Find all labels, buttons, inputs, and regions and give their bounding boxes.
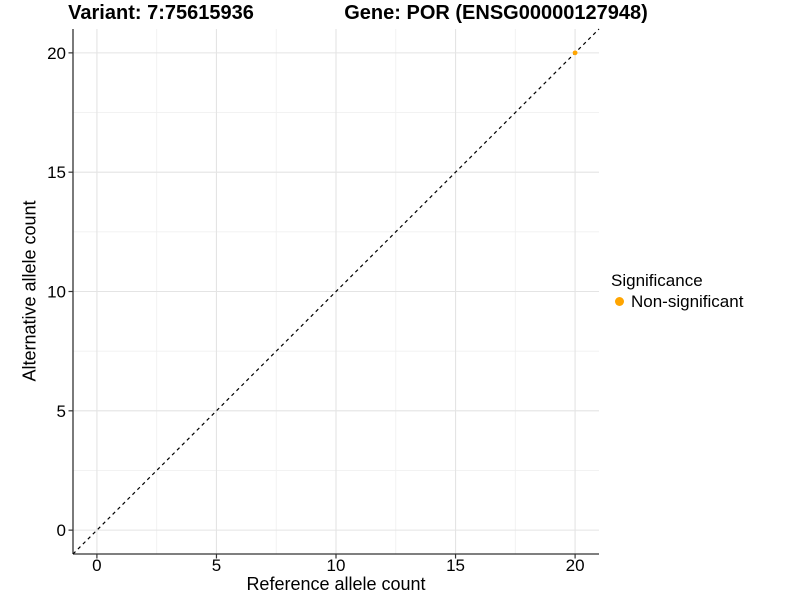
identity-dashed-line [72, 28, 600, 555]
x-tick-label: 0 [92, 556, 101, 575]
plot-title-variant: Variant: 7:75615936 [68, 2, 254, 24]
y-axis-title: Alternative allele count [19, 200, 40, 382]
x-tick-label: 20 [566, 556, 585, 575]
legend-item-label: Non-significant [631, 292, 744, 311]
y-tick-label: 10 [47, 283, 66, 302]
data-point [572, 50, 578, 56]
x-tick-label: 15 [446, 556, 465, 575]
legend-swatch-dot [615, 297, 624, 306]
legend: Significance Non-significant [611, 270, 743, 312]
x-tick-label: 5 [212, 556, 221, 575]
y-tick-label: 20 [47, 44, 66, 63]
y-tick-label: 0 [57, 521, 66, 540]
legend-title: Significance [611, 271, 703, 290]
legend-items: Non-significant [611, 291, 743, 312]
legend-item: Non-significant [611, 291, 743, 312]
x-tick-label: 10 [327, 556, 346, 575]
y-tick-label: 15 [47, 163, 66, 182]
x-axis-title: Reference allele count [246, 574, 426, 594]
y-tick-label: 5 [57, 402, 66, 421]
plot-title-gene: Gene: POR (ENSG00000127948) [344, 2, 648, 24]
